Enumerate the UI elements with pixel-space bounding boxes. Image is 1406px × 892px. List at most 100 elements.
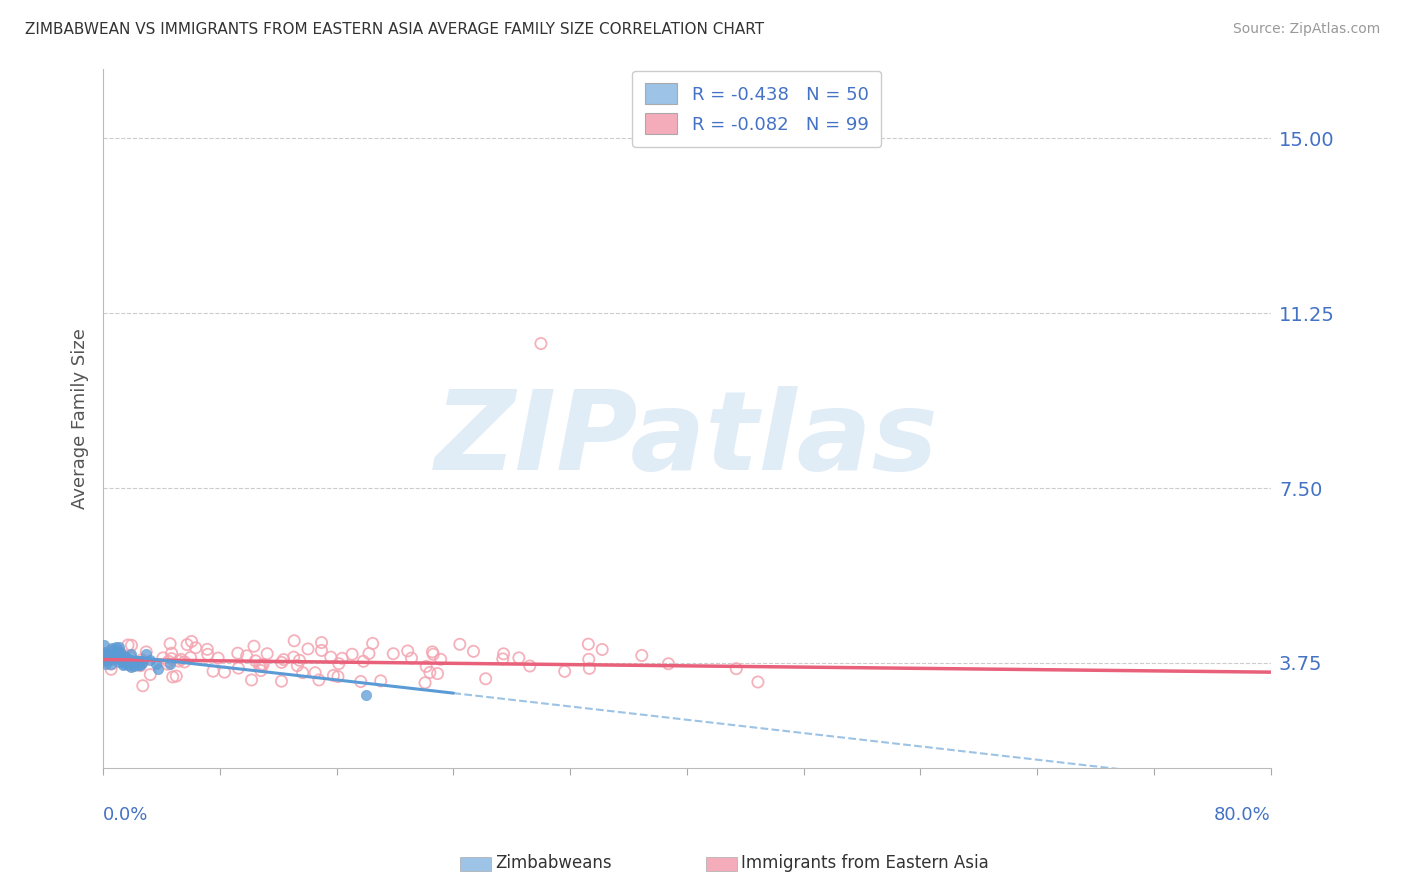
- Point: [97, 647, 120, 661]
- Point: [122, 657, 145, 672]
- Point: [235, 648, 257, 663]
- Legend: R = -0.438   N = 50, R = -0.082   N = 99: R = -0.438 N = 50, R = -0.082 N = 99: [633, 70, 882, 146]
- Point: [429, 652, 451, 666]
- Point: [101, 650, 124, 665]
- Point: [250, 664, 273, 678]
- Point: [245, 654, 267, 668]
- Point: [100, 662, 122, 676]
- Point: [160, 651, 183, 665]
- Point: [330, 651, 353, 665]
- Point: [100, 657, 122, 672]
- Point: [422, 645, 444, 659]
- Point: [100, 649, 122, 664]
- Point: [361, 636, 384, 650]
- Point: [283, 650, 305, 665]
- Point: [180, 634, 202, 648]
- Point: [270, 674, 292, 689]
- Point: [94, 648, 117, 662]
- Point: [128, 658, 150, 673]
- Point: [117, 657, 139, 672]
- Point: [128, 657, 150, 672]
- Point: [630, 648, 652, 663]
- Point: [326, 670, 349, 684]
- Point: [474, 672, 496, 686]
- Point: [285, 658, 308, 673]
- Text: Immigrants from Eastern Asia: Immigrants from Eastern Asia: [741, 855, 988, 872]
- Point: [135, 648, 157, 662]
- Point: [103, 649, 125, 664]
- Point: [112, 657, 135, 671]
- Point: [319, 650, 342, 665]
- Point: [382, 647, 405, 661]
- Point: [108, 640, 131, 654]
- Point: [249, 659, 271, 673]
- Point: [110, 645, 132, 659]
- Point: [449, 637, 471, 651]
- Point: [207, 651, 229, 665]
- Point: [214, 665, 236, 680]
- Point: [100, 657, 122, 672]
- Point: [97, 650, 120, 665]
- Point: [107, 645, 129, 659]
- Point: [354, 689, 377, 703]
- Point: [93, 651, 115, 665]
- Point: [100, 653, 122, 667]
- Point: [104, 648, 127, 663]
- Point: [121, 638, 143, 652]
- Point: [114, 653, 136, 667]
- Point: [159, 657, 181, 671]
- Point: [250, 658, 273, 673]
- Point: [304, 665, 326, 680]
- Text: 0.0%: 0.0%: [103, 806, 149, 824]
- Point: [180, 650, 202, 665]
- Point: [419, 665, 441, 680]
- Point: [93, 638, 115, 652]
- Point: [100, 641, 122, 656]
- Point: [160, 646, 183, 660]
- Point: [357, 647, 380, 661]
- Point: [492, 652, 515, 666]
- Text: ZIPatlas: ZIPatlas: [434, 385, 939, 492]
- Point: [131, 653, 153, 667]
- Point: [152, 651, 174, 665]
- Point: [111, 649, 134, 664]
- Point: [94, 645, 117, 659]
- Point: [311, 643, 333, 657]
- Point: [291, 665, 314, 680]
- Point: [195, 642, 218, 657]
- Point: [352, 654, 374, 668]
- Point: [139, 667, 162, 681]
- Point: [184, 640, 207, 655]
- Point: [578, 652, 600, 666]
- Point: [370, 673, 392, 688]
- Point: [591, 642, 613, 657]
- Point: [747, 675, 769, 690]
- Point: [93, 654, 115, 668]
- Text: Source: ZipAtlas.com: Source: ZipAtlas.com: [1233, 22, 1381, 37]
- Point: [165, 669, 187, 683]
- Point: [576, 637, 599, 651]
- Point: [167, 654, 190, 668]
- Point: [176, 638, 198, 652]
- Point: [197, 648, 219, 662]
- Point: [657, 657, 679, 671]
- Point: [131, 657, 153, 671]
- Point: [426, 666, 449, 681]
- Point: [162, 670, 184, 684]
- Point: [578, 661, 600, 675]
- Point: [132, 655, 155, 669]
- Point: [120, 650, 142, 665]
- Point: [96, 648, 118, 663]
- Point: [112, 655, 135, 669]
- Point: [97, 647, 120, 661]
- Point: [110, 648, 132, 663]
- Point: [103, 642, 125, 657]
- Point: [145, 657, 167, 671]
- Point: [396, 644, 419, 658]
- Point: [173, 655, 195, 669]
- Point: [120, 647, 142, 661]
- Point: [108, 652, 131, 666]
- Point: [100, 650, 122, 665]
- Point: [120, 660, 142, 674]
- Point: [243, 639, 266, 653]
